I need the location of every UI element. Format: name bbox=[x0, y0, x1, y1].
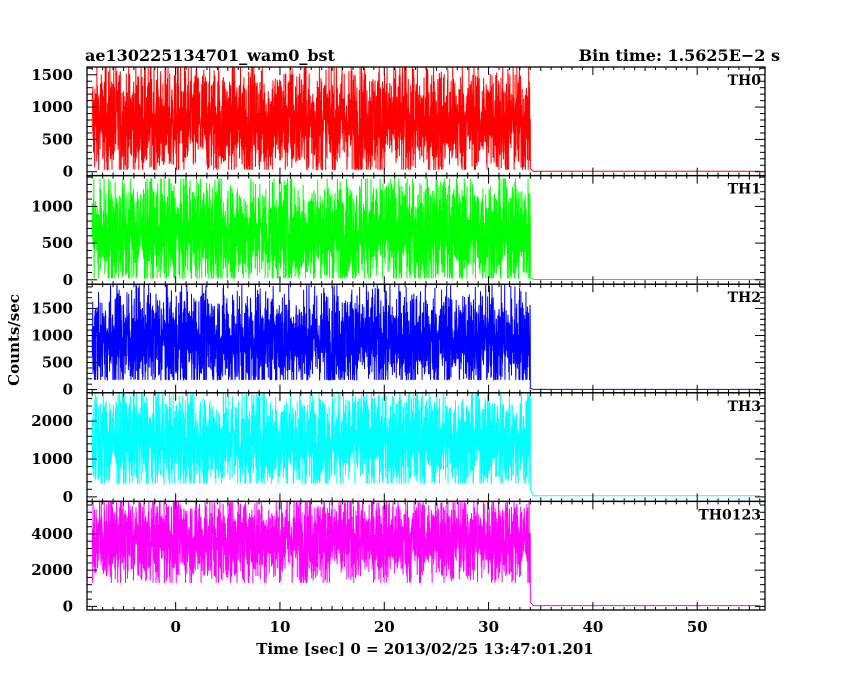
series-line-th3 bbox=[91, 392, 760, 497]
bin-time-label: Bin time: 1.5625E−2 s bbox=[579, 46, 780, 65]
x-tick-label: 40 bbox=[582, 618, 603, 636]
x-tick-label: 50 bbox=[687, 618, 708, 636]
panel-label-th0123: TH0123 bbox=[698, 507, 761, 523]
y-tick-label: 0 bbox=[63, 271, 73, 289]
y-tick-label: 1500 bbox=[31, 66, 73, 84]
y-axis-label: Counts/sec bbox=[5, 294, 23, 386]
y-tick-label: 2000 bbox=[31, 412, 73, 430]
y-tick-label: 500 bbox=[42, 234, 73, 252]
x-tick-label: 20 bbox=[374, 618, 395, 636]
y-tick-label: 1000 bbox=[31, 450, 73, 468]
y-tick-label: 500 bbox=[42, 354, 73, 372]
y-tick-label: 1500 bbox=[31, 300, 73, 318]
y-tick-label: 0 bbox=[63, 381, 73, 399]
x-tick-label: 10 bbox=[270, 618, 291, 636]
panel-label-th1: TH1 bbox=[728, 182, 761, 198]
y-tick-label: 500 bbox=[42, 130, 73, 148]
panel-label-th2: TH2 bbox=[728, 290, 761, 306]
series-line-th2 bbox=[91, 284, 760, 390]
y-tick-label: 2000 bbox=[31, 561, 73, 579]
x-tick-label: 30 bbox=[478, 618, 499, 636]
y-tick-label: 1000 bbox=[31, 98, 73, 116]
y-tick-label: 0 bbox=[63, 597, 73, 615]
y-tick-label: 0 bbox=[63, 163, 73, 181]
y-tick-label: 1000 bbox=[31, 197, 73, 215]
figure-title: ae130225134701_wam0_bst bbox=[85, 46, 336, 65]
series-line-th1 bbox=[91, 178, 760, 280]
y-tick-label: 0 bbox=[63, 488, 73, 506]
series-line-th0 bbox=[91, 67, 760, 172]
panels-group: TH0050010001500TH105001000TH205001000150… bbox=[31, 66, 766, 636]
panel-label-th0: TH0 bbox=[728, 73, 762, 89]
panel-label-th3: TH3 bbox=[728, 399, 761, 415]
series-line-th0123 bbox=[91, 501, 760, 607]
x-axis-label: Time [sec] 0 = 2013/02/25 13:47:01.201 bbox=[256, 640, 593, 658]
y-tick-label: 1000 bbox=[31, 327, 73, 345]
x-tick-label: 0 bbox=[170, 618, 180, 636]
y-tick-label: 4000 bbox=[31, 525, 73, 543]
